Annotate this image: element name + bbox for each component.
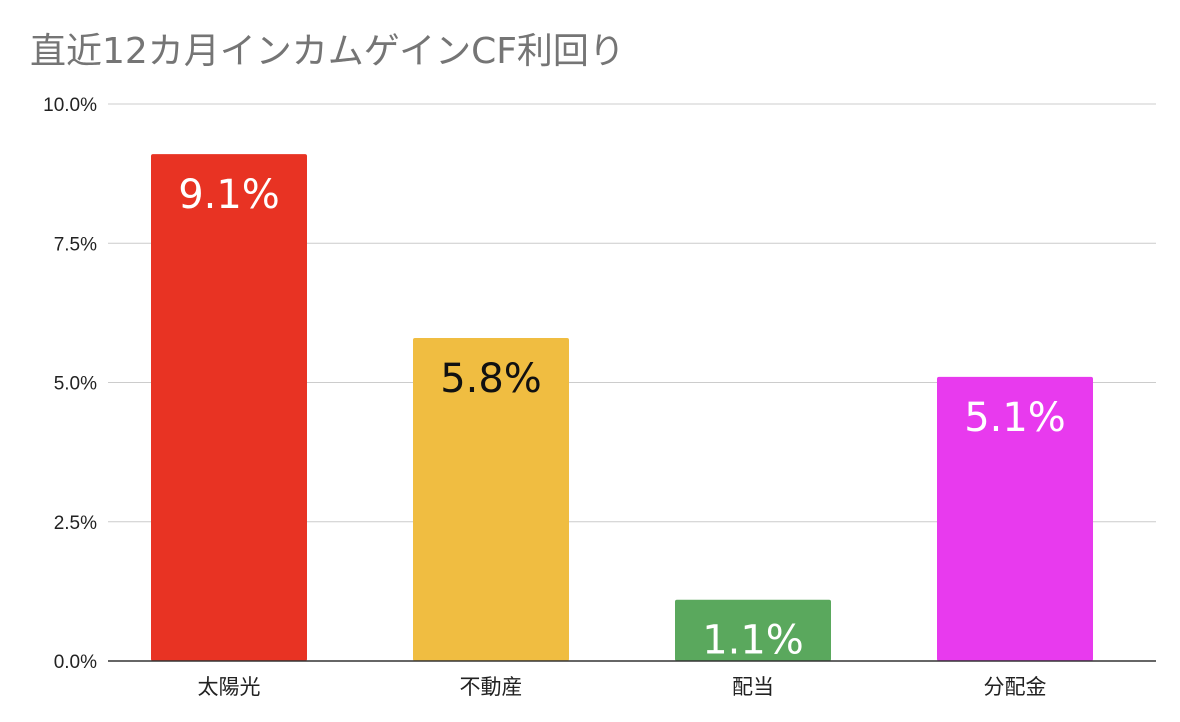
bar [937,376,1093,661]
x-category-label: 太陽光 [198,675,261,699]
bars [151,154,1093,661]
y-tick-label: 7.5% [54,234,97,255]
bar-data-label: 5.1% [964,395,1066,441]
y-tick-label: 10.0% [43,95,97,116]
bar [413,337,569,661]
y-tick-label: 5.0% [54,374,97,395]
data-labels: 9.1% 5.8% 1.1% 5.1% [178,172,1066,664]
x-category-label: 配当 [732,675,774,699]
bar-data-label: 5.8% [440,356,542,402]
y-tick-label: 2.5% [54,513,97,534]
bar [151,154,307,661]
x-axis-categories: 太陽光 不動産 配当 分配金 [198,675,1047,699]
x-category-label: 不動産 [460,675,523,699]
bar-data-label: 9.1% [178,172,280,218]
y-tick-label: 0.0% [54,652,97,673]
bar-data-label: 1.1% [702,618,804,664]
bar [675,599,831,661]
y-axis-ticks: 0.0% 2.5% 5.0% 7.5% 10.0% [43,95,97,673]
chart-title: 直近12カ月インカムゲインCF利回り [30,31,625,72]
x-category-label: 分配金 [984,675,1047,699]
